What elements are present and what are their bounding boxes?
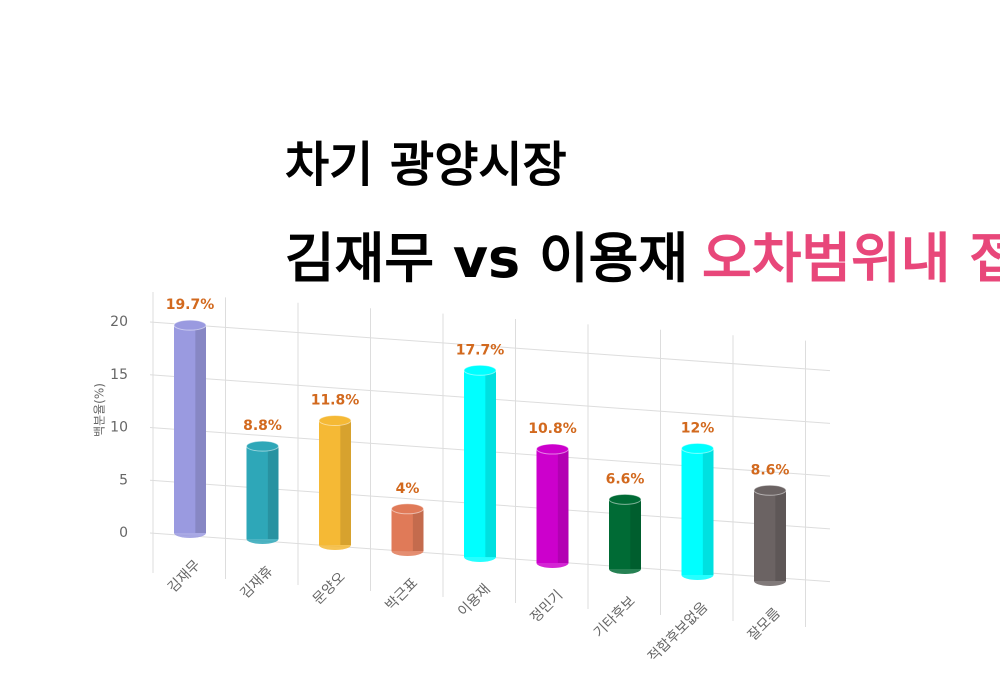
- subtitle-highlight: 오차범위내 접전 양상: [702, 227, 1000, 290]
- bar-top: [173, 319, 207, 331]
- subtitle-text: 김재무 vs 이용재: [285, 227, 688, 290]
- bar-shade: [702, 448, 714, 575]
- x-tick-label: 이용재: [455, 581, 494, 620]
- x-tick-label: 기타후보: [591, 593, 639, 641]
- bar: [319, 420, 351, 545]
- x-tick-label: 박근표: [383, 575, 422, 614]
- chart-title: 차기 광양시장: [285, 137, 567, 193]
- x-tick-label: 문양오: [310, 569, 349, 608]
- bar-shade: [557, 449, 569, 563]
- value-label: 12%: [681, 420, 715, 436]
- x-tick-label: 김재무: [165, 557, 204, 596]
- bar-shade: [775, 490, 786, 581]
- x-tick-label: 적합후보없음: [645, 599, 711, 665]
- y-tick-label: 10: [110, 420, 128, 436]
- bar-top: [608, 493, 642, 505]
- value-label: 17.7%: [456, 342, 505, 358]
- bar: [609, 499, 641, 569]
- value-label: 11.8%: [311, 393, 360, 409]
- x-tick-label: 잘모름: [745, 605, 784, 644]
- bar-top: [246, 440, 279, 452]
- bar: [681, 448, 714, 575]
- bar-top: [681, 442, 714, 454]
- bar: [246, 446, 279, 539]
- y-axis-label: 백분율(%): [93, 383, 107, 437]
- x-tick-label: 정민기: [528, 587, 567, 626]
- bar: [391, 508, 424, 551]
- value-label: 6.6%: [606, 471, 645, 487]
- value-label: 19.7%: [166, 297, 215, 313]
- bar-shade: [412, 508, 424, 551]
- bar: [464, 370, 496, 557]
- y-tick-label: 5: [119, 472, 128, 488]
- y-tick-label: 0: [119, 525, 128, 541]
- bar-top: [753, 484, 787, 496]
- bar-shade: [267, 446, 279, 539]
- value-label: 8.8%: [243, 418, 282, 434]
- bar-shade: [485, 370, 496, 557]
- bar: [174, 325, 206, 533]
- bar-top: [391, 503, 424, 515]
- x-tick-label: 김재휴: [238, 563, 277, 602]
- y-tick-label: 15: [110, 367, 128, 383]
- grid-line: [149, 321, 831, 372]
- bar-top: [536, 443, 569, 455]
- bar-shade: [195, 325, 206, 533]
- bar-top: [463, 364, 497, 376]
- bar-shade: [630, 499, 641, 569]
- value-label: 8.6%: [751, 462, 790, 478]
- bar: [754, 490, 786, 581]
- y-tick-label: 20: [110, 314, 128, 330]
- bar-shade: [340, 420, 351, 545]
- value-label: 10.8%: [528, 421, 577, 437]
- value-label: 4%: [396, 481, 420, 497]
- bar-top: [318, 415, 352, 427]
- bar: [536, 449, 569, 563]
